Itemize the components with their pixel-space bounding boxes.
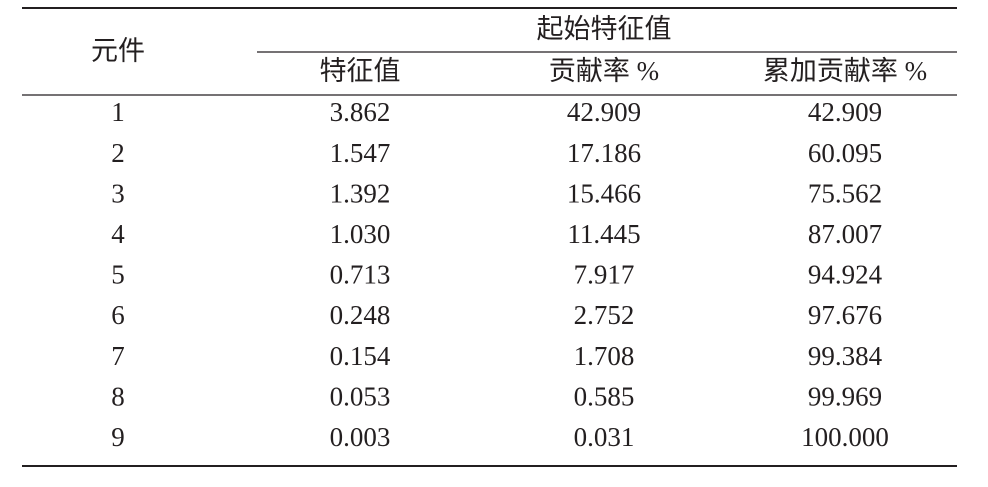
row-label-header: 元件 <box>91 36 145 66</box>
cell: 97.676 <box>808 300 882 330</box>
row-label: 9 <box>111 422 125 452</box>
cell: 1.708 <box>574 341 635 371</box>
cell: 15.466 <box>567 178 641 208</box>
column-header: 特征值 <box>320 56 401 86</box>
cell: 42.909 <box>808 97 882 127</box>
cell: 0.713 <box>330 260 391 290</box>
cell: 7.917 <box>574 260 635 290</box>
cell: 0.003 <box>330 422 391 452</box>
row-label: 8 <box>111 381 125 411</box>
row-label: 4 <box>111 219 125 249</box>
cell: 42.909 <box>567 97 641 127</box>
cell: 0.154 <box>330 341 391 371</box>
cell: 1.392 <box>330 178 391 208</box>
row-label: 6 <box>111 300 125 330</box>
column-header: 贡献率 % <box>549 56 659 86</box>
cell: 17.186 <box>567 138 641 168</box>
cell: 99.384 <box>808 341 883 371</box>
cell: 11.445 <box>567 219 640 249</box>
row-label: 2 <box>111 138 125 168</box>
cell: 0.248 <box>330 300 391 330</box>
column-header: 累加贡献率 % <box>763 56 927 86</box>
cell: 100.000 <box>801 422 889 452</box>
cell: 75.562 <box>808 178 882 208</box>
cell: 0.031 <box>574 422 635 452</box>
row-label: 5 <box>111 260 125 290</box>
row-label: 3 <box>111 178 125 208</box>
cell: 99.969 <box>808 381 882 411</box>
row-label: 7 <box>111 341 125 371</box>
cell: 2.752 <box>574 300 635 330</box>
cell: 87.007 <box>808 219 882 249</box>
cell: 0.585 <box>574 381 635 411</box>
cell: 3.862 <box>330 97 391 127</box>
row-label: 1 <box>111 97 125 127</box>
cell: 1.547 <box>330 138 391 168</box>
group-header: 起始特征值 <box>537 14 672 44</box>
cell: 60.095 <box>808 138 882 168</box>
cell: 1.030 <box>330 219 391 249</box>
cell: 94.924 <box>808 260 883 290</box>
cell: 0.053 <box>330 381 391 411</box>
